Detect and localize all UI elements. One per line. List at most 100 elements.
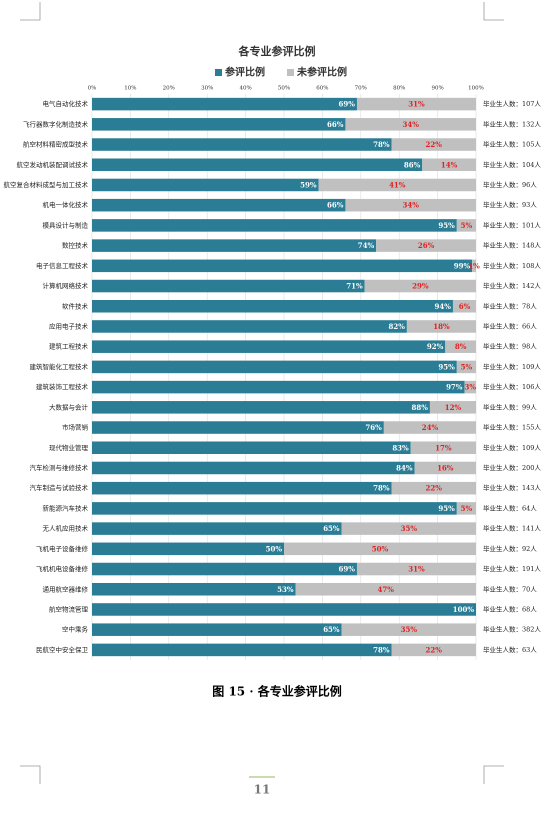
annotation: 毕业生人数：63人 — [483, 645, 537, 654]
value-label: 95% — [438, 362, 455, 371]
annotation: 毕业生人数：98人 — [483, 342, 537, 351]
value-label: 59% — [300, 180, 317, 189]
value-label: 69% — [339, 565, 356, 574]
y-tick-label: 机电一体化技术 — [43, 200, 89, 209]
annotation: 毕业生人数：108人 — [483, 261, 541, 270]
x-tick-label: 70% — [355, 86, 367, 92]
value-label: 35% — [401, 524, 418, 533]
annotation: 毕业生人数：104人 — [483, 160, 541, 169]
annotation: 毕业生人数：99人 — [483, 402, 537, 411]
value-label: 6% — [459, 302, 471, 311]
bar-segment — [92, 441, 411, 455]
value-label: 92% — [427, 342, 444, 351]
y-tick-label: 无人机应用技术 — [43, 524, 89, 533]
value-label: 5% — [461, 504, 473, 513]
value-label: 34% — [403, 201, 420, 210]
y-tick-label: 汽车制造与试验技术 — [30, 483, 89, 492]
value-label: 66% — [327, 120, 344, 129]
y-tick-label: 应用电子技术 — [49, 321, 89, 330]
x-tick-label: 90% — [431, 86, 443, 92]
bar-segment — [422, 158, 476, 172]
bar-segment — [92, 239, 377, 252]
value-label: 83% — [392, 443, 409, 452]
y-tick-label: 电气自动化技术 — [43, 99, 89, 108]
value-label: 24% — [422, 423, 439, 432]
bar-segment — [92, 158, 423, 172]
x-tick-label: 10% — [124, 86, 136, 92]
bar-segment — [410, 441, 476, 455]
bar-segment — [92, 603, 476, 616]
y-tick-label: 计算机网络技术 — [43, 281, 89, 290]
value-label: 78% — [373, 140, 390, 149]
annotation: 毕业生人数：78人 — [483, 301, 537, 310]
y-tick-label: 航空复合材料成型与加工技术 — [4, 180, 89, 189]
bar-segment — [391, 643, 476, 657]
bar-segment — [456, 360, 476, 374]
annotation: 毕业生人数：109人 — [483, 362, 541, 371]
value-label: 66% — [327, 201, 344, 210]
y-tick-label: 市场营销 — [62, 423, 89, 432]
y-tick-label: 航空材料精密成型技术 — [23, 140, 89, 149]
value-label: 14% — [441, 160, 458, 169]
annotation: 毕业生人数：143人 — [483, 483, 541, 492]
value-label: 22% — [426, 484, 443, 493]
annotation: 毕业生人数：92人 — [483, 544, 537, 553]
crop-marks — [20, 2, 504, 784]
x-tick-label: 60% — [316, 86, 328, 92]
legend-label: 未参评比例 — [296, 66, 347, 79]
annotation: 毕业生人数：70人 — [483, 584, 537, 593]
annotation: 毕业生人数：64人 — [483, 503, 537, 512]
caption: 图 15 · 各专业参评比例 — [212, 684, 341, 699]
y-tick-label: 电子信息工程技术 — [36, 261, 89, 270]
bar-segment — [92, 299, 453, 313]
bar-segment — [391, 138, 476, 151]
y-tick-label: 通用航空器维修 — [43, 584, 89, 593]
x-tick-label: 0% — [88, 86, 97, 92]
bar-segment — [92, 461, 415, 475]
bar-segment — [445, 340, 476, 353]
bar-segment — [356, 97, 476, 111]
value-label: 5% — [461, 362, 473, 371]
value-label: 65% — [323, 625, 340, 634]
bar-segment — [391, 481, 476, 495]
bar-segment — [376, 239, 476, 252]
value-label: 78% — [373, 484, 390, 493]
value-label: 17% — [435, 443, 452, 452]
annotation: 毕业生人数：141人 — [483, 524, 541, 533]
bar-segment — [92, 279, 365, 293]
value-label: 47% — [378, 585, 395, 594]
annotation: 毕业生人数：68人 — [483, 604, 537, 613]
bar-segment — [345, 118, 476, 131]
x-tick-label: 80% — [393, 86, 405, 92]
annotation: 毕业生人数：105人 — [483, 140, 541, 149]
value-label: 5% — [461, 221, 473, 230]
bar-segment — [92, 178, 319, 192]
annotation: 毕业生人数：132人 — [483, 119, 541, 128]
bar-segment — [92, 582, 296, 596]
bar-segment — [345, 198, 476, 212]
value-label: 97% — [446, 383, 463, 392]
value-label: 8% — [455, 342, 467, 351]
bar-segment — [92, 502, 457, 515]
value-label: 69% — [339, 100, 356, 109]
value-label: 31% — [408, 100, 425, 109]
value-label: 74% — [358, 241, 375, 250]
bar-segment — [456, 502, 476, 515]
y-tick-label: 建筑装饰工程技术 — [36, 382, 89, 391]
value-label: 78% — [373, 645, 390, 654]
value-label: 76% — [365, 423, 382, 432]
bar-segment — [92, 623, 342, 636]
bar-segment — [92, 643, 392, 657]
annotation: 毕业生人数：200人 — [483, 463, 541, 472]
value-label: 3% — [464, 383, 476, 392]
legend-swatch — [287, 69, 294, 76]
value-label: 12% — [445, 403, 462, 412]
y-tick-label: 空中乘务 — [62, 625, 89, 634]
bar-segment — [92, 219, 457, 232]
x-tick-label: 40% — [239, 86, 251, 92]
value-label: 82% — [388, 322, 405, 331]
x-tick-label: 50% — [278, 86, 290, 92]
bar-segment — [414, 461, 476, 475]
y-tick-label: 航空物流管理 — [49, 604, 89, 613]
bar-segment — [92, 320, 407, 333]
